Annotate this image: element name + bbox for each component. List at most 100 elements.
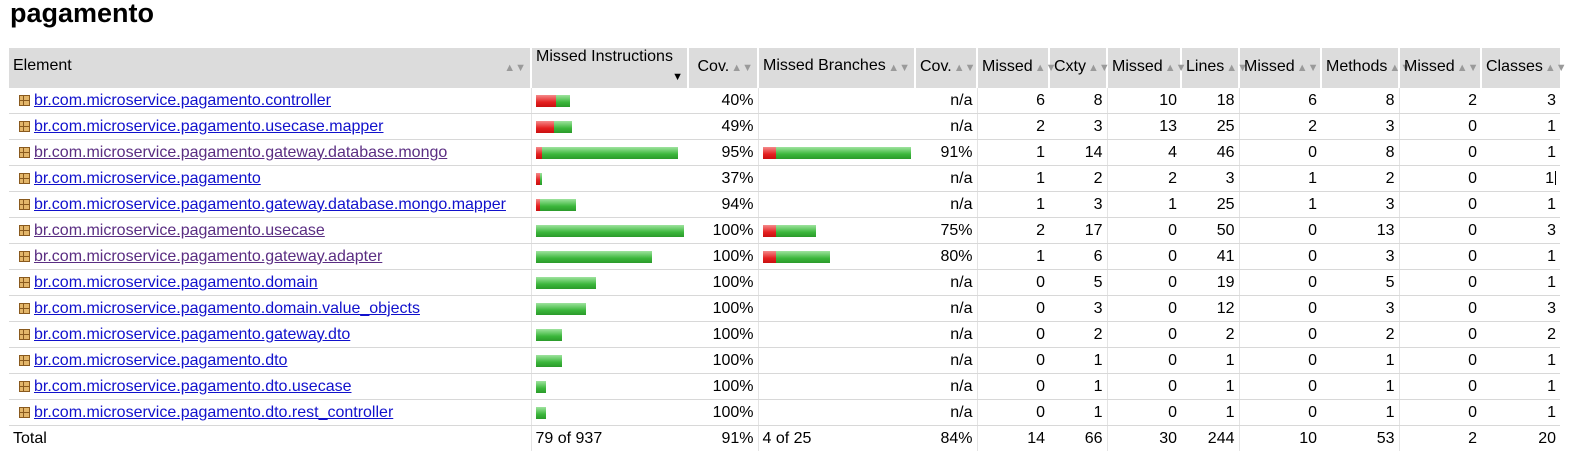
cov-instructions-cell: 100% bbox=[688, 374, 758, 400]
cxty-cell: 3 bbox=[1049, 114, 1107, 140]
lines-cell: 3 bbox=[1181, 166, 1239, 192]
missed-branches-cell bbox=[758, 348, 915, 374]
missed-instructions-cell bbox=[531, 374, 688, 400]
classes-cell: 1 bbox=[1481, 192, 1560, 218]
lines-cell: 46 bbox=[1181, 140, 1239, 166]
header-cov-branches[interactable]: Cov.▲▼ bbox=[915, 48, 977, 88]
methods-cell: 5 bbox=[1321, 270, 1399, 296]
sort-arrows-icon: ▲▼ bbox=[504, 57, 526, 79]
missed-lines-cell: 0 bbox=[1107, 218, 1181, 244]
header-missed-lines[interactable]: Missed▲▼ bbox=[1107, 48, 1181, 88]
header-methods[interactable]: Methods▲▼ bbox=[1321, 48, 1399, 88]
package-icon bbox=[19, 199, 30, 210]
missed-methods-cell: 0 bbox=[1239, 374, 1321, 400]
package-link[interactable]: br.com.microservice.pagamento.gateway.ad… bbox=[34, 248, 382, 265]
package-icon bbox=[19, 251, 30, 262]
package-icon bbox=[19, 121, 30, 132]
element-cell: br.com.microservice.pagamento.dto bbox=[9, 348, 531, 374]
methods-cell: 3 bbox=[1321, 244, 1399, 270]
table-row: br.com.microservice.pagamento.gateway.dt… bbox=[9, 322, 1560, 348]
instructions-coverage-bar bbox=[536, 251, 685, 263]
classes-cell: 1 bbox=[1481, 166, 1560, 192]
header-missed-methods[interactable]: Missed▲▼ bbox=[1239, 48, 1321, 88]
cxty-cell: 3 bbox=[1049, 296, 1107, 322]
coverage-table: Element▲▼ Missed Instructions▼ Cov.▲▼ Mi… bbox=[9, 48, 1560, 451]
element-cell: br.com.microservice.pagamento.domain.val… bbox=[9, 296, 531, 322]
missed-lines-cell: 13 bbox=[1107, 114, 1181, 140]
package-icon bbox=[19, 277, 30, 288]
header-element[interactable]: Element▲▼ bbox=[9, 48, 531, 88]
total-cxty: 66 bbox=[1049, 426, 1107, 451]
header-missed-instructions[interactable]: Missed Instructions▼ bbox=[531, 48, 688, 88]
classes-cell: 1 bbox=[1481, 140, 1560, 166]
missed-branches-cell bbox=[758, 270, 915, 296]
cxty-cell: 1 bbox=[1049, 374, 1107, 400]
missed-lines-cell: 1 bbox=[1107, 192, 1181, 218]
package-link[interactable]: br.com.microservice.pagamento.dto.rest_c… bbox=[34, 404, 393, 421]
header-missed-classes[interactable]: Missed▲▼ bbox=[1399, 48, 1481, 88]
missed-instructions-cell bbox=[531, 244, 688, 270]
package-link[interactable]: br.com.microservice.pagamento.controller bbox=[34, 92, 331, 109]
cov-branches-cell: n/a bbox=[915, 296, 977, 322]
instructions-covered-bar bbox=[554, 121, 572, 133]
missed-classes-cell: 0 bbox=[1399, 400, 1481, 426]
package-link[interactable]: br.com.microservice.pagamento.gateway.da… bbox=[34, 144, 447, 161]
cxty-cell: 1 bbox=[1049, 348, 1107, 374]
element-cell: br.com.microservice.pagamento.dto.rest_c… bbox=[9, 400, 531, 426]
missed-branches-cell bbox=[758, 166, 915, 192]
package-link[interactable]: br.com.microservice.pagamento.domain bbox=[34, 274, 318, 291]
missed-methods-cell: 0 bbox=[1239, 140, 1321, 166]
total-lines: 244 bbox=[1181, 426, 1239, 451]
missed-branches-cell bbox=[758, 88, 915, 114]
missed-cxty-cell: 0 bbox=[977, 400, 1049, 426]
missed-lines-cell: 0 bbox=[1107, 244, 1181, 270]
element-cell: br.com.microservice.pagamento.gateway.da… bbox=[9, 140, 531, 166]
page-title: pagamento bbox=[10, 0, 154, 29]
header-missed-cxty[interactable]: Missed▲▼ bbox=[977, 48, 1049, 88]
classes-cell: 1 bbox=[1481, 270, 1560, 296]
missed-cxty-cell: 0 bbox=[977, 270, 1049, 296]
missed-instructions-cell bbox=[531, 348, 688, 374]
instructions-coverage-bar bbox=[536, 381, 685, 393]
missed-lines-cell: 4 bbox=[1107, 140, 1181, 166]
header-classes[interactable]: Classes▲▼ bbox=[1481, 48, 1560, 88]
package-link[interactable]: br.com.microservice.pagamento.domain.val… bbox=[34, 300, 420, 317]
package-link[interactable]: br.com.microservice.pagamento.usecase bbox=[34, 222, 325, 239]
header-cxty[interactable]: Cxty▲▼ bbox=[1049, 48, 1107, 88]
package-link[interactable]: br.com.microservice.pagamento.gateway.da… bbox=[34, 196, 506, 213]
cov-instructions-cell: 94% bbox=[688, 192, 758, 218]
missed-instructions-cell bbox=[531, 322, 688, 348]
header-cov-instructions[interactable]: Cov.▲▼ bbox=[688, 48, 758, 88]
missed-lines-cell: 0 bbox=[1107, 400, 1181, 426]
package-link[interactable]: br.com.microservice.pagamento.dto.usecas… bbox=[34, 378, 351, 395]
instructions-missed-bar bbox=[536, 95, 556, 107]
package-link[interactable]: br.com.microservice.pagamento.gateway.dt… bbox=[34, 326, 350, 343]
total-cov-branches: 84% bbox=[915, 426, 977, 451]
element-cell: br.com.microservice.pagamento.usecase.ma… bbox=[9, 114, 531, 140]
cov-branches-cell: 80% bbox=[915, 244, 977, 270]
table-row: br.com.microservice.pagamento.gateway.da… bbox=[9, 140, 1560, 166]
package-link[interactable]: br.com.microservice.pagamento bbox=[34, 170, 261, 187]
element-cell: br.com.microservice.pagamento.gateway.ad… bbox=[9, 244, 531, 270]
instructions-coverage-bar bbox=[536, 277, 685, 289]
package-link[interactable]: br.com.microservice.pagamento.dto bbox=[34, 352, 287, 369]
missed-branches-cell bbox=[758, 192, 915, 218]
missed-cxty-cell: 1 bbox=[977, 192, 1049, 218]
total-row: Total 79 of 937 91% 4 of 25 84% 14 66 30… bbox=[9, 426, 1560, 451]
package-icon bbox=[19, 329, 30, 340]
classes-cell: 3 bbox=[1481, 88, 1560, 114]
header-missed-branches[interactable]: Missed Branches▲▼ bbox=[758, 48, 915, 88]
branches-coverage-bar bbox=[763, 251, 912, 263]
missed-methods-cell: 0 bbox=[1239, 348, 1321, 374]
instructions-coverage-bar bbox=[536, 95, 685, 107]
instructions-covered-bar bbox=[540, 173, 542, 185]
total-missed-cxty: 14 bbox=[977, 426, 1049, 451]
header-lines[interactable]: Lines▲▼ bbox=[1181, 48, 1239, 88]
instructions-coverage-bar bbox=[536, 355, 685, 367]
cov-instructions-cell: 95% bbox=[688, 140, 758, 166]
classes-cell: 3 bbox=[1481, 218, 1560, 244]
missed-lines-cell: 0 bbox=[1107, 270, 1181, 296]
package-link[interactable]: br.com.microservice.pagamento.usecase.ma… bbox=[34, 118, 384, 135]
